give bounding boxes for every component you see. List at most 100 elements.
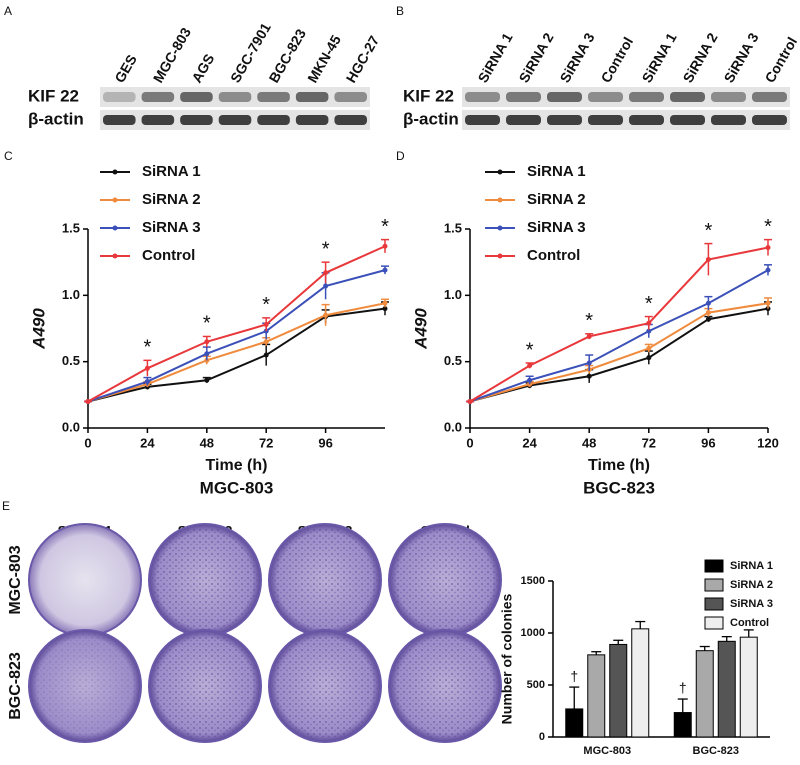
blot-band [334,115,367,125]
legend-label: SiRNA 3 [527,219,586,236]
significance-mark: * [705,220,713,242]
x-tick-label: 48 [200,435,214,450]
blot-band [141,115,175,125]
y-tick-label: 0 [539,731,545,743]
panel-label: D [396,149,405,163]
legend-marker [112,225,118,231]
point [263,322,269,328]
panel-label: B [396,4,404,18]
blot-band [670,92,705,102]
bar-annotation: † [570,668,578,684]
lane-label: GES [111,52,140,86]
x-tick-label: 120 [757,435,779,450]
x-tick-label: 96 [318,435,332,450]
bar [565,708,584,738]
series-line [469,246,769,403]
legend-marker [497,225,503,231]
blot-band [218,115,252,125]
blot-band [465,92,500,102]
y-tick-label: 0.5 [62,353,80,368]
point [382,267,388,273]
series-line [469,302,769,403]
legend-label: SiRNA 3 [730,598,773,610]
point [263,339,269,345]
legend-label: SiRNA 2 [730,579,773,591]
lane-label: MKN-45 [304,32,344,85]
point [705,310,711,316]
blot-row-label: KIF 22 [403,86,454,105]
blot-band [180,115,213,125]
bar [717,640,736,738]
blot-band [295,92,329,102]
plate-colonies [272,527,378,633]
lane-label: AGS [188,51,217,85]
plate-colonies [152,633,258,739]
legend-marker [112,197,118,203]
legend-label: SiRNA 1 [730,560,773,572]
lane-label: SiRNA 1 [638,30,679,86]
point [204,351,210,357]
legend-label: SiRNA 1 [142,163,201,180]
point [382,306,388,312]
blot-band [629,115,664,125]
x-tick-label: MGC-803 [583,745,631,757]
legend-label: Control [527,247,580,264]
plate-colonies [152,527,258,633]
lane-label: SiRNA 3 [556,30,597,86]
y-tick-label: 1.5 [444,220,462,235]
significance-mark: * [645,293,653,315]
bar [695,650,714,738]
plate-colonies [32,633,138,739]
y-tick-label: 1.5 [62,220,80,235]
significance-mark: * [262,294,270,316]
lane-label: SiRNA 2 [515,30,556,86]
blot-band [103,115,136,125]
blot-band [257,115,290,125]
plate [28,523,142,637]
blot-band [588,115,623,125]
legend-label: Control [142,247,195,264]
plate-colonies [392,633,498,739]
series-line [469,307,769,403]
x-tick-label: 72 [259,435,273,450]
point [705,300,711,306]
blot-row-label: β-actin [403,109,459,128]
blot-band [218,92,252,102]
blot-band [588,92,623,102]
blot-band [506,92,541,102]
legend-marker [497,253,503,259]
legend-label: SiRNA 3 [142,219,201,236]
y-axis-label: Number of colonies [499,593,515,724]
legend-label: SiRNA 2 [142,191,201,208]
y-axis-label: A490 [411,308,430,350]
x-tick-label: 48 [582,435,596,450]
blot-band [629,92,664,102]
blot-band [180,92,213,102]
bar-annotation: † [679,680,687,696]
blot-band [752,92,787,102]
legend-marker [497,169,503,175]
point [144,365,150,371]
point [765,245,771,251]
panel-label: A [4,4,12,18]
point [646,320,652,326]
lane-label: HGC-27 [343,33,383,86]
legend-marker [112,253,118,259]
significance-mark: * [764,216,772,238]
blot-band [670,115,705,125]
bar [587,654,606,738]
blot-band [506,115,541,125]
series-line [87,307,386,403]
legend-label: SiRNA 1 [527,163,586,180]
legend-swatch [704,597,724,611]
legend-swatch [704,616,724,630]
point [646,328,652,334]
blot-band [711,92,746,102]
series-line [87,302,386,403]
point [323,283,329,289]
point [765,300,771,306]
x-tick-label: 0 [84,435,91,450]
blot-row-label: β-actin [28,109,84,128]
point [586,373,592,379]
